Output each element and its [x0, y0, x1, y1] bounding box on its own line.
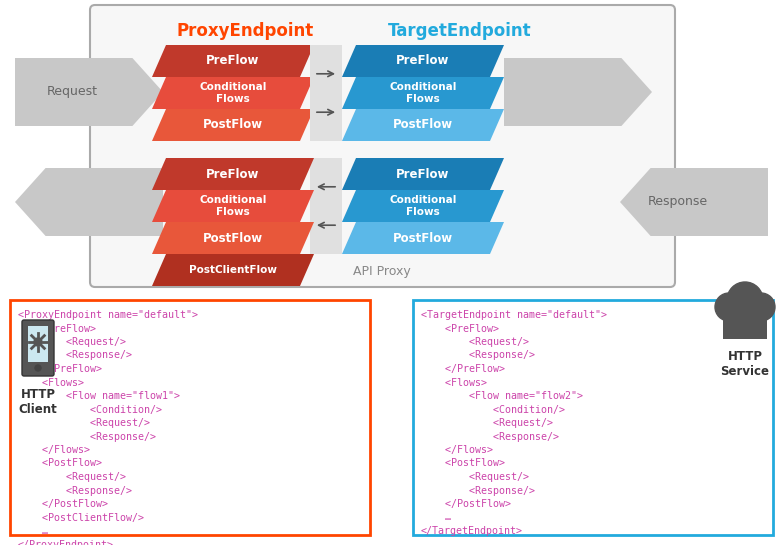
Text: <PreFlow>: <PreFlow> — [421, 324, 499, 334]
Text: <Request/>: <Request/> — [421, 337, 529, 347]
Bar — [723, 317, 767, 339]
FancyBboxPatch shape — [10, 300, 370, 535]
Text: <PostFlow>: <PostFlow> — [18, 458, 102, 469]
Text: Flows: Flows — [406, 207, 440, 217]
Text: </Flows>: </Flows> — [18, 445, 90, 455]
Text: <PreFlow>: <PreFlow> — [18, 324, 96, 334]
Bar — [727, 303, 735, 319]
Polygon shape — [342, 158, 504, 190]
Text: </PreFlow>: </PreFlow> — [421, 364, 505, 374]
Text: <Flows>: <Flows> — [18, 378, 84, 387]
Text: PostFlow: PostFlow — [393, 118, 453, 131]
Polygon shape — [152, 109, 314, 141]
Polygon shape — [152, 77, 314, 109]
Text: PostClientFlow: PostClientFlow — [189, 265, 277, 275]
Text: <Request/>: <Request/> — [421, 418, 553, 428]
Polygon shape — [504, 58, 652, 126]
Polygon shape — [152, 190, 314, 222]
Text: PreFlow: PreFlow — [396, 54, 449, 68]
Circle shape — [741, 301, 765, 325]
Polygon shape — [620, 168, 768, 236]
Text: <Condition/>: <Condition/> — [421, 404, 565, 415]
Text: Request: Request — [46, 86, 98, 99]
Text: <Condition/>: <Condition/> — [18, 404, 162, 415]
Polygon shape — [152, 45, 314, 77]
Polygon shape — [342, 222, 504, 254]
Polygon shape — [342, 190, 504, 222]
Text: </PostFlow>: </PostFlow> — [18, 499, 108, 509]
Bar — [310, 158, 342, 254]
Polygon shape — [342, 77, 504, 109]
Text: API Proxy: API Proxy — [353, 265, 411, 278]
Text: Conditional: Conditional — [389, 195, 456, 205]
Text: <Request/>: <Request/> — [18, 418, 150, 428]
Bar — [310, 45, 342, 141]
Bar — [751, 303, 759, 319]
Text: PreFlow: PreFlow — [396, 167, 449, 180]
FancyBboxPatch shape — [22, 320, 54, 376]
Text: <Response/>: <Response/> — [421, 432, 559, 441]
Text: PostFlow: PostFlow — [203, 118, 263, 131]
Polygon shape — [15, 58, 163, 126]
Text: PostFlow: PostFlow — [393, 232, 453, 245]
Text: PostFlow: PostFlow — [203, 232, 263, 245]
Polygon shape — [342, 109, 504, 141]
Circle shape — [747, 293, 775, 321]
Text: Flows: Flows — [216, 207, 250, 217]
Text: <Response/>: <Response/> — [421, 486, 535, 495]
Text: TargetEndpoint: TargetEndpoint — [388, 22, 532, 40]
Text: <ProxyEndpoint name="default">: <ProxyEndpoint name="default"> — [18, 310, 198, 320]
Text: ProxyEndpoint: ProxyEndpoint — [176, 22, 314, 40]
Text: <Response/>: <Response/> — [18, 432, 156, 441]
Circle shape — [35, 365, 41, 371]
Text: Flows: Flows — [216, 94, 250, 104]
Text: <Response/>: <Response/> — [18, 350, 132, 360]
Text: <PostFlow>: <PostFlow> — [421, 458, 505, 469]
Text: Conditional: Conditional — [200, 195, 267, 205]
Text: <Request/>: <Request/> — [18, 337, 126, 347]
Text: </PreFlow>: </PreFlow> — [18, 364, 102, 374]
Circle shape — [727, 282, 763, 318]
Text: Response: Response — [648, 196, 708, 209]
Text: Conditional: Conditional — [200, 82, 267, 92]
Polygon shape — [15, 168, 163, 236]
Bar — [739, 303, 747, 319]
Text: <Request/>: <Request/> — [421, 472, 529, 482]
Circle shape — [34, 338, 42, 346]
Polygon shape — [152, 158, 314, 190]
Text: …: … — [421, 512, 451, 523]
Polygon shape — [152, 254, 314, 286]
Polygon shape — [342, 45, 504, 77]
Text: PreFlow: PreFlow — [206, 167, 260, 180]
Text: <Request/>: <Request/> — [18, 472, 126, 482]
FancyBboxPatch shape — [90, 5, 675, 287]
Text: HTTP
Service: HTTP Service — [720, 350, 770, 378]
FancyBboxPatch shape — [413, 300, 773, 535]
Text: </TargetEndpoint>: </TargetEndpoint> — [421, 526, 523, 536]
Text: …: … — [18, 526, 48, 536]
Text: PreFlow: PreFlow — [206, 54, 260, 68]
Bar — [28, 326, 48, 362]
Text: <Flows>: <Flows> — [421, 378, 487, 387]
Text: <TargetEndpoint name="default">: <TargetEndpoint name="default"> — [421, 310, 607, 320]
Text: <Response/>: <Response/> — [18, 486, 132, 495]
Text: Flows: Flows — [406, 94, 440, 104]
Text: <Flow name="flow2">: <Flow name="flow2"> — [421, 391, 583, 401]
Circle shape — [725, 301, 749, 325]
Circle shape — [715, 293, 743, 321]
Polygon shape — [152, 222, 314, 254]
Text: Conditional: Conditional — [389, 82, 456, 92]
Text: <Flow name="flow1">: <Flow name="flow1"> — [18, 391, 180, 401]
Text: </PostFlow>: </PostFlow> — [421, 499, 511, 509]
Text: </Flows>: </Flows> — [421, 445, 493, 455]
Text: HTTP
Client: HTTP Client — [19, 388, 57, 416]
Text: <Response/>: <Response/> — [421, 350, 535, 360]
Text: <PostClientFlow/>: <PostClientFlow/> — [18, 512, 144, 523]
Text: </ProxyEndpoint>: </ProxyEndpoint> — [18, 540, 114, 545]
